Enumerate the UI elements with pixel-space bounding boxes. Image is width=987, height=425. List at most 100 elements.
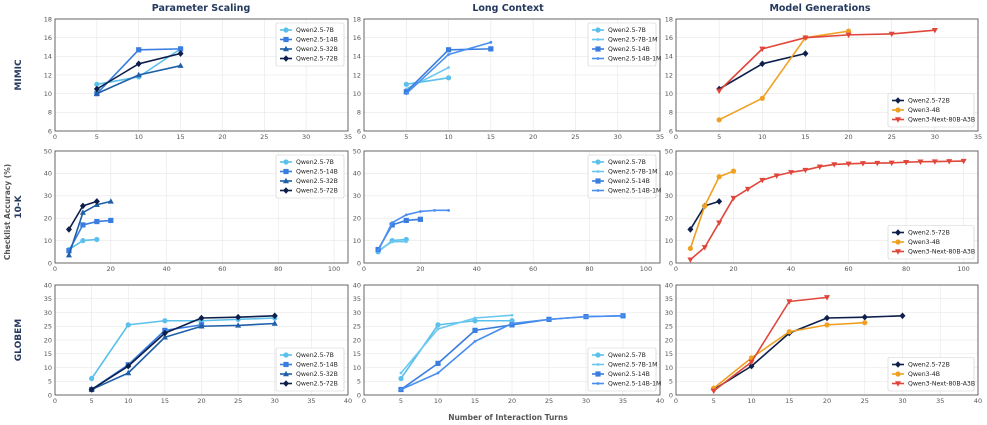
- data-point: [473, 316, 477, 320]
- data-point: [831, 162, 838, 168]
- series-Qwen2.5-14B: [375, 216, 423, 253]
- data-point: [94, 218, 100, 225]
- y-tick-label: 6: [48, 127, 52, 135]
- data-point: [436, 327, 440, 331]
- y-tick-label: 50: [665, 147, 673, 155]
- legend-label: Qwen2.5-14B: [608, 371, 650, 378]
- plot-frame: [363, 18, 661, 132]
- data-point: [862, 320, 868, 326]
- data-point: [824, 295, 830, 301]
- y-tick-label: 18: [665, 15, 673, 23]
- panel-7: 0 5 10 15 20 25 30 35 40 0 5 10 15 20 25 30 35 40 Qwen2.5-…: [353, 281, 664, 405]
- x-axis-label: Number of Interaction Turns: [448, 413, 568, 422]
- x-tick-label: 20: [508, 397, 516, 405]
- panel-0: 0 5 10 15 20 25 30 35681012141618Qwen2.5-7BQwen…: [44, 15, 352, 141]
- series-line: [377, 209, 449, 252]
- legend-marker: [283, 352, 289, 358]
- x-tick-label: 0: [53, 133, 57, 141]
- data-point: [960, 158, 967, 165]
- legend-box: [275, 22, 345, 67]
- series-Qwen2.5-14B: [403, 46, 494, 95]
- x-tick-label: 25: [234, 397, 242, 405]
- data-point: [135, 71, 142, 78]
- legend-label: Qwen3-4B: [908, 239, 940, 246]
- series-Qwen2.5-7B-1M: [399, 313, 514, 375]
- data-point: [730, 168, 737, 174]
- x-tick-label: 15: [785, 397, 793, 405]
- data-point: [716, 198, 723, 205]
- data-point: [899, 312, 906, 320]
- x-tick-label: 5: [712, 397, 716, 405]
- data-point: [759, 95, 765, 101]
- legend-label: Qwen2.5-14B: [608, 178, 650, 185]
- y-tick-label: 8: [48, 109, 52, 117]
- legend-marker: [283, 159, 289, 165]
- series-Qwen2.5-14B-1M: [376, 208, 450, 253]
- data-point: [162, 318, 168, 324]
- data-point: [376, 249, 380, 253]
- y-tick-label: 12: [44, 71, 52, 79]
- legend-label: Qwen2.5-7B: [608, 27, 646, 34]
- legend-marker: [596, 382, 600, 385]
- legend-label: Qwen2.5-7B-1M: [608, 37, 657, 44]
- legend-label: Qwen2.5-7B: [608, 159, 646, 166]
- x-tick-label: 15: [471, 397, 479, 405]
- legend-marker: [283, 177, 289, 184]
- series-Qwen2.5-14B-1M: [404, 40, 493, 96]
- legend-marker: [283, 168, 289, 175]
- x-tick-label: 20: [529, 133, 537, 141]
- data-point: [399, 388, 403, 391]
- legend-marker: [895, 107, 901, 113]
- legend-marker: [283, 380, 289, 387]
- series-Qwen2.5-7B: [403, 75, 452, 87]
- legend-box: [587, 347, 657, 392]
- y-tick-label: 20: [665, 336, 673, 344]
- x-tick-label: 20: [844, 133, 852, 141]
- series-line: [91, 322, 275, 391]
- data-point: [509, 318, 515, 324]
- plot-frame: [363, 150, 661, 264]
- data-point: [759, 46, 766, 53]
- data-point: [93, 90, 100, 96]
- x-tick-label: 40: [344, 397, 352, 405]
- data-point: [65, 251, 72, 258]
- legend: Qwen2.5-72B Qwen3-4B Qwen3-Next-80B-A3B: [887, 357, 975, 392]
- series-line: [400, 314, 513, 374]
- y-tick-label: 10: [44, 237, 52, 245]
- legend-label: Qwen2.5-7B: [296, 159, 334, 166]
- data-point: [716, 220, 723, 226]
- y-tick-label: 6: [669, 127, 673, 135]
- series-line: [90, 317, 275, 379]
- y-tick-label: 0: [357, 259, 361, 267]
- series-line: [713, 296, 828, 392]
- legend: Qwen2.5-7B Qwen2.5-14B Qwen2.5-32B Qwen2.5-…: [275, 154, 345, 199]
- panel-5: 0 20 40 60 80 100 0 10 20 30 40 50 Qwen2.5-72B Qwen3-…: [665, 147, 979, 273]
- y-tick-label: 15: [353, 350, 361, 358]
- x-tick-label: 35: [974, 133, 982, 141]
- legend-marker: [895, 249, 901, 255]
- data-point: [472, 318, 478, 324]
- data-point: [404, 213, 408, 217]
- data-point: [447, 53, 450, 56]
- series-Qwen3-Next-80B-A3B: [716, 28, 938, 95]
- data-point: [744, 186, 751, 193]
- x-tick-label: 5: [404, 133, 408, 141]
- x-tick-label: 5: [399, 397, 403, 405]
- legend-box: [275, 154, 345, 199]
- data-point: [802, 167, 809, 174]
- y-tick-label: 50: [353, 147, 361, 155]
- plot-frame: [54, 150, 349, 264]
- col-title-0: Parameter Scaling: [152, 3, 251, 14]
- legend-box: [887, 225, 975, 260]
- y-tick-label: 25: [665, 323, 673, 331]
- y-tick-label: 50: [44, 147, 52, 155]
- legend-marker: [283, 27, 289, 33]
- x-tick-label: 40: [656, 397, 664, 405]
- x-tick-label: 60: [844, 265, 852, 273]
- legend-label: Qwen2.5-7B-1M: [608, 169, 657, 176]
- data-point: [390, 221, 394, 225]
- legend-label: Qwen2.5-14B: [296, 37, 338, 44]
- y-tick-label: 40: [353, 281, 361, 289]
- legend-marker: [595, 159, 601, 165]
